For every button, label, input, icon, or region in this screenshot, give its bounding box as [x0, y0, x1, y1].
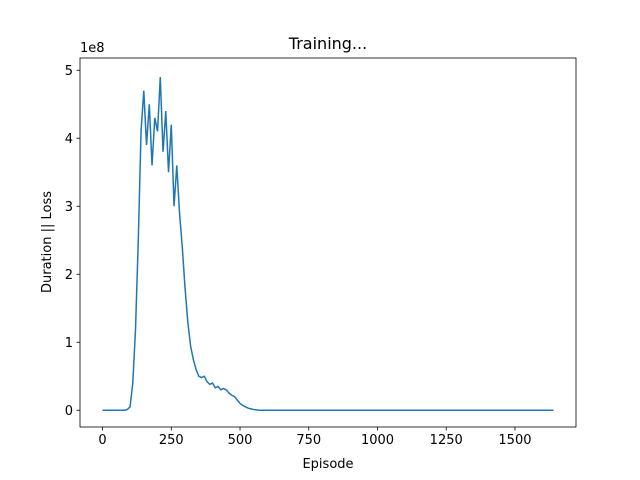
y-axis-label: Duration || Loss	[40, 191, 55, 293]
x-tick-label: 1000	[361, 433, 394, 448]
plot-frame	[79, 57, 577, 428]
x-axis-label: Episode	[302, 457, 353, 472]
y-tick-label: 5	[65, 64, 73, 79]
line-series	[102, 77, 554, 411]
x-tick-label: 250	[159, 433, 184, 448]
x-tick-label: 0	[98, 433, 106, 448]
y-tick-label: 3	[65, 200, 73, 215]
y-tick-label: 0	[65, 404, 73, 419]
y-offset-label: 1e8	[80, 41, 105, 56]
chart-title: Training...	[288, 34, 367, 53]
y-tick-label: 4	[65, 132, 73, 147]
x-tick-label: 1250	[430, 433, 463, 448]
y-tick-label: 1	[65, 336, 73, 351]
y-tick-label: 2	[65, 268, 73, 283]
x-tick-label: 750	[296, 433, 321, 448]
x-tick-label: 1500	[498, 433, 531, 448]
x-tick-label: 500	[228, 433, 253, 448]
